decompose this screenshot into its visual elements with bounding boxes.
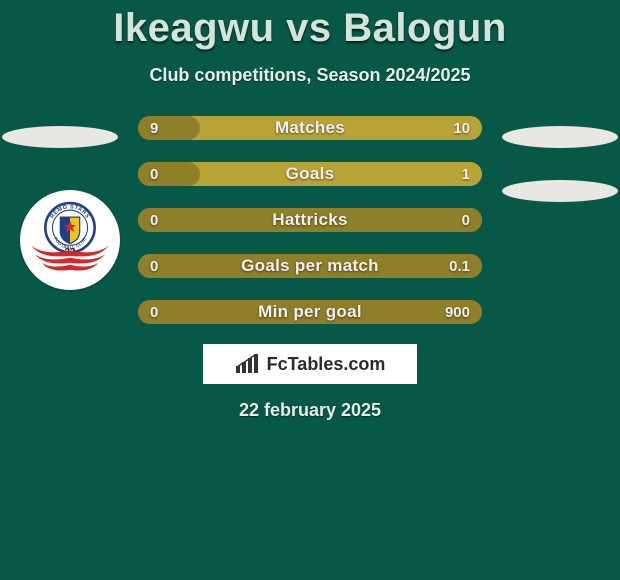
stat-label: Hattricks xyxy=(138,208,482,232)
stat-value-right: 900 xyxy=(445,300,470,324)
stat-row: 0 Goals 1 xyxy=(138,162,482,186)
stat-label: Goals per match xyxy=(138,254,482,278)
stat-row: 0 Goals per match 0.1 xyxy=(138,254,482,278)
stat-row: 9 Matches 10 xyxy=(138,116,482,140)
stat-value-right: 1 xyxy=(462,162,470,186)
bars-icon xyxy=(235,354,261,374)
stat-row: 0 Hattricks 0 xyxy=(138,208,482,232)
club-badge-svg: REMO STARS FOOTBALL CLUB 33 xyxy=(26,196,114,284)
brand-link[interactable]: FcTables.com xyxy=(203,344,417,384)
comparison-title: Ikeagwu vs Balogun xyxy=(0,0,620,51)
stat-value-right: 0.1 xyxy=(449,254,470,278)
stat-value-right: 0 xyxy=(462,208,470,232)
generated-date: 22 february 2025 xyxy=(0,400,620,421)
stat-label: Matches xyxy=(138,116,482,140)
comparison-subtitle: Club competitions, Season 2024/2025 xyxy=(0,65,620,86)
club-badge: REMO STARS FOOTBALL CLUB 33 xyxy=(20,190,120,290)
stat-label: Min per goal xyxy=(138,300,482,324)
stat-label: Goals xyxy=(138,162,482,186)
stat-row: 0 Min per goal 900 xyxy=(138,300,482,324)
stat-value-right: 10 xyxy=(453,116,470,140)
brand-text: FcTables.com xyxy=(267,354,386,375)
